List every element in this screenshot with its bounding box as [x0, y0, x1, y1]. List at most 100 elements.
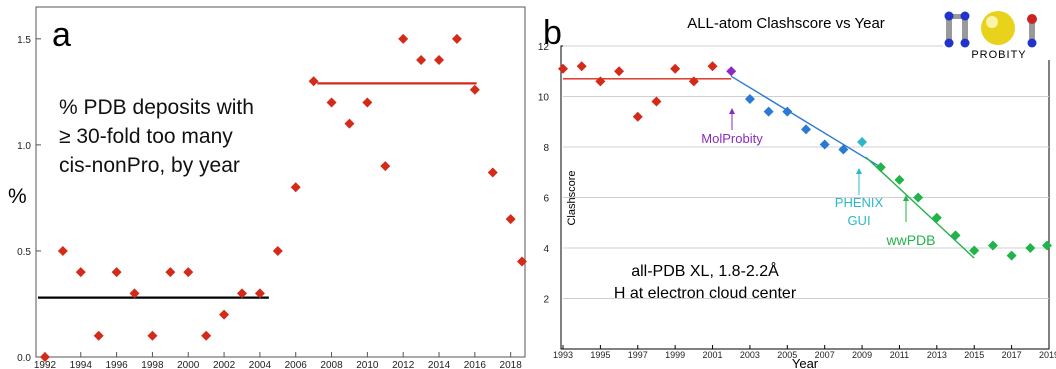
logo-atom-red [1027, 14, 1037, 24]
logo-atom-highlight [986, 16, 998, 28]
panel-a-point [111, 267, 122, 278]
panel-b-y-ticks: 2 4 6 8 10 12 [538, 42, 550, 306]
panel-a-x-ticks: 1992 1994 1996 1998 2000 2002 2004 2006 2008 2010… [34, 352, 522, 369]
panel-b-x-tick-label: 1993 [553, 350, 573, 360]
panel-b-point [558, 63, 568, 74]
panel-b-point [707, 61, 718, 72]
panel-b: 2 4 6 8 10 12 1993 1995 1997 1999 2001 2003 2005 200… [538, 8, 1056, 369]
molprobity-callout: MolProbity [701, 108, 763, 146]
panel-a-x-tick-label: 1998 [141, 360, 164, 369]
panel-a-frame [35, 6, 526, 358]
logo-bar-left [946, 17, 952, 43]
panel-b-grid [563, 45, 1049, 299]
panel-b-point [744, 94, 755, 105]
panel-a-point [201, 330, 212, 341]
panel-a-x-tick-label: 2016 [464, 360, 487, 369]
panel-a-point [517, 256, 527, 267]
panel-b-x-tick-label: 2009 [852, 350, 872, 360]
panel-b-point [576, 61, 587, 72]
panel-a-point [505, 214, 516, 225]
logo-atom-blue-1 [944, 11, 954, 21]
panel-b-y-label: Clashscore [566, 170, 578, 225]
panel-b-point [913, 192, 924, 203]
panel-b-point [632, 111, 643, 122]
panel-a-point [165, 267, 176, 278]
panel-a-y-tick-label: 1.5 [17, 35, 31, 46]
panel-b-point [931, 212, 942, 223]
panel-b-x-label: Year [792, 356, 819, 369]
panel-a-point [57, 245, 68, 256]
logo-atom-blue-5 [1027, 38, 1037, 48]
panel-a-point [272, 245, 283, 256]
panel-a-letter: a [52, 16, 71, 54]
panel-b-title: ALL-atom Clashscore vs Year [687, 15, 885, 32]
panel-b-point [819, 139, 830, 150]
panel-b-point [595, 76, 606, 87]
logo-atom-blue-2 [960, 11, 970, 21]
panel-a-point [183, 267, 194, 278]
panel-b-x-tick-label: 2001 [703, 350, 723, 360]
panel-b-y-tick-label: 4 [543, 244, 549, 255]
molprobity-logo: PROBITY [943, 8, 1053, 61]
panel-b-point [969, 245, 980, 256]
panel-a-point [416, 55, 427, 66]
panel-b-point [1006, 250, 1017, 261]
panel-a-point [129, 288, 140, 299]
panel-a: 0.0 0.5 1.0 1.5 1992 1994 1996 1998 2000 2002 200… [8, 6, 527, 369]
panel-a-x-tick-label: 2006 [285, 360, 308, 369]
panel-a-point [147, 330, 158, 341]
panel-a-x-tick-label: 2002 [213, 360, 236, 369]
panel-b-point [801, 124, 811, 135]
phenix-arrowhead [856, 168, 862, 174]
panel-a-point [39, 352, 50, 362]
panel-a-reference-lines [38, 82, 477, 299]
panel-b-x-tick-label: 2015 [964, 350, 984, 360]
panel-a-annotation-line-1: % PDB deposits with [59, 96, 254, 119]
panel-b-x-tick-label: 2017 [1002, 350, 1022, 360]
panel-a-point [308, 76, 319, 87]
logo-bar-top [946, 14, 968, 19]
panel-b-x-tick-label: 2007 [815, 350, 835, 360]
panel-a-point [434, 55, 445, 66]
panel-a-point [380, 161, 391, 172]
panel-a-point [219, 309, 230, 320]
panel-a-x-tick-label: 2014 [428, 360, 451, 369]
panel-b-y-tick-label: 10 [538, 93, 550, 104]
panel-a-x-tick-label: 1994 [70, 360, 93, 369]
panel-a-y-unit: % [8, 185, 27, 208]
molprobity-arrowhead [729, 108, 735, 114]
panel-b-points [558, 61, 1052, 261]
panel-b-point [763, 106, 774, 117]
panel-b-point [875, 162, 886, 173]
panel-a-point [469, 84, 480, 95]
panel-b-point [838, 144, 849, 155]
panel-b-point [1025, 243, 1036, 253]
panel-b-x-ticks: 1993 1995 1997 1999 2001 2003 2005 2007 2009 2011… [553, 345, 1056, 360]
panel-b-point [950, 230, 961, 241]
panel-b-point [782, 106, 793, 117]
panel-b-x-tick-label: 1995 [590, 350, 610, 360]
panel-a-point [362, 97, 373, 108]
wwpdb-arrowhead [903, 195, 909, 201]
phenix-callout: PHENIX GUI [835, 168, 884, 228]
panel-a-annotation-line-2: ≥ 30-fold too many [59, 125, 233, 148]
panel-a-point [451, 33, 462, 44]
panel-b-y-tick-label: 8 [543, 143, 549, 154]
logo-bar-right [1029, 20, 1035, 42]
panel-b-x-tick-label: 2011 [890, 350, 909, 360]
panel-b-point [857, 136, 868, 147]
panel-b-x-tick-label: 1999 [665, 350, 685, 360]
panel-b-point [894, 174, 905, 185]
phenix-label-line-2: GUI [847, 213, 870, 228]
panel-a-point [254, 288, 265, 299]
panel-a-point [398, 33, 409, 44]
panel-a-y-tick-label: 0.0 [17, 353, 31, 364]
molprobity-label: MolProbity [701, 131, 763, 146]
panel-b-point [688, 76, 699, 87]
logo-text: PROBITY [971, 49, 1026, 61]
panel-b-point [670, 63, 681, 74]
panel-a-point [487, 167, 498, 178]
wwpdb-label: wwPDB [885, 232, 935, 248]
logo-atom-blue-3 [944, 38, 954, 48]
